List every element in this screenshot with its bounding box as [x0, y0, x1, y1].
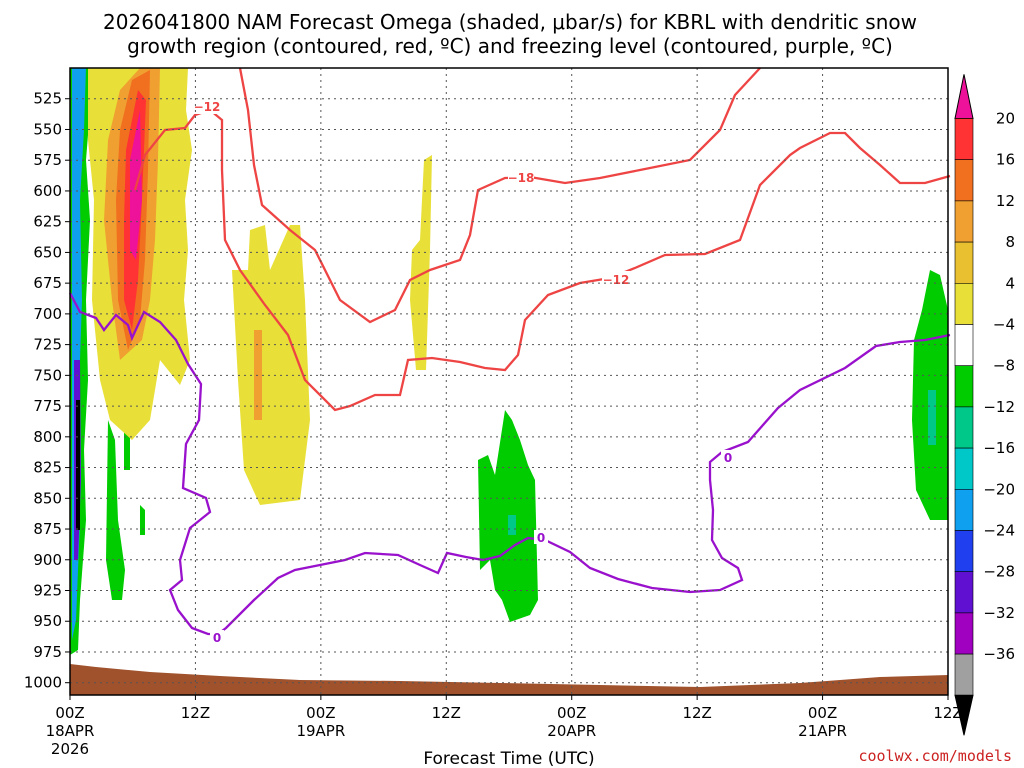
x-tick-label-1: 12Z — [181, 704, 210, 722]
colorbar-label-0: 20 — [996, 110, 1015, 128]
colorbar-top-cap — [954, 74, 974, 119]
freezing-label-1: 0 — [213, 631, 221, 645]
colorbar-bottom-cap — [954, 694, 974, 736]
y-tick-label-775: 775 — [33, 397, 62, 415]
credit-text: coolwx.com/models — [858, 747, 1012, 765]
colorbar-label-8: −16 — [983, 439, 1015, 457]
dgz-label-1: −12 — [194, 100, 221, 114]
dgz-label-2: −18 — [508, 171, 535, 185]
y-tick-label-575: 575 — [33, 151, 62, 169]
y-tick-label-625: 625 — [33, 213, 62, 231]
y-tick-label-825: 825 — [33, 459, 62, 477]
omega-negative-small2 — [140, 505, 145, 535]
omega-positive-band2 — [232, 225, 310, 505]
colorbar-swatch-11 — [954, 571, 974, 614]
chart-title-line2: growth region (contoured, red, ºC) and f… — [127, 34, 893, 58]
x-axis-label: Forecast Time (UTC) — [423, 749, 594, 768]
plot-area: −12 −18 −12 0 0 0 — [68, 67, 951, 696]
colorbar-label-4: 4 — [1005, 274, 1015, 292]
x-tick-date-4: 20APR — [547, 722, 596, 740]
y-axis: 525 550 575 600 625 650 675 700 725 750 775 800 825 8… — [24, 90, 70, 692]
y-tick-label-900: 900 — [33, 551, 62, 569]
colorbar-swatch-6 — [954, 365, 974, 408]
y-tick-label-725: 725 — [33, 336, 62, 354]
colorbar-label-6: −8 — [993, 357, 1015, 375]
colorbar-label-11: −28 — [983, 563, 1015, 581]
dgz-contour-cold — [238, 67, 761, 324]
y-tick-label-850: 850 — [33, 489, 62, 507]
colorbar-swatch-0 — [954, 118, 974, 161]
y-tick-label-925: 925 — [33, 582, 62, 600]
colorbar-swatch-12 — [954, 612, 974, 655]
y-tick-label-1000: 1000 — [24, 674, 62, 692]
omega-positive-band3 — [410, 155, 432, 370]
y-tick-label-800: 800 — [33, 428, 62, 446]
omega-negative-band4-core — [508, 515, 516, 535]
y-tick-label-950: 950 — [33, 612, 62, 630]
chart-title-line1: 2026041800 NAM Forecast Omega (shaded, μ… — [103, 10, 917, 34]
freezing-label-2: 0 — [537, 531, 545, 545]
omega-shading — [70, 68, 948, 655]
x-tick-label-4: 00Z — [557, 704, 586, 722]
colorbar-label-1: 16 — [996, 151, 1015, 169]
x-tick-date-0: 18APR — [46, 722, 95, 740]
y-tick-label-675: 675 — [33, 274, 62, 292]
y-tick-label-750: 750 — [33, 366, 62, 384]
colorbar-label-5: −4 — [993, 316, 1015, 334]
x-tick-label-6: 00Z — [808, 704, 837, 722]
colorbar-label-10: −24 — [983, 522, 1015, 540]
plot-frame — [69, 67, 949, 696]
y-tick-label-525: 525 — [33, 90, 62, 108]
x-tick-label-2: 00Z — [306, 704, 335, 722]
colorbar-label-3: 8 — [1005, 233, 1015, 251]
omega-negative-small1 — [106, 420, 125, 600]
y-tick-label-700: 700 — [33, 305, 62, 323]
terrain — [70, 664, 948, 695]
y-tick-label-650: 650 — [33, 243, 62, 261]
y-tick-label-550: 550 — [33, 120, 62, 138]
dgz-label-3: −12 — [603, 273, 630, 287]
colorbar-label-13: −36 — [983, 645, 1015, 663]
colorbar-label-9: −20 — [983, 480, 1015, 498]
omega-negative-band5-core — [928, 390, 936, 445]
y-tick-label-975: 975 — [33, 643, 62, 661]
colorbar-label-2: 12 — [996, 192, 1015, 210]
colorbar-swatch-4 — [954, 282, 974, 325]
colorbar-swatch-7 — [954, 406, 974, 449]
freezing-contour — [68, 292, 951, 636]
colorbar-swatch-3 — [954, 241, 974, 284]
colorbar-label-7: −12 — [983, 398, 1015, 416]
x-tick-label-5: 12Z — [682, 704, 711, 722]
colorbar-swatch-1 — [954, 159, 974, 202]
colorbar-swatch-9 — [954, 488, 974, 531]
colorbar-swatch-10 — [954, 530, 974, 573]
freezing-contours — [68, 292, 951, 636]
omega-negative-core3 — [76, 400, 80, 530]
x-tick-date-6: 21APR — [798, 722, 847, 740]
x-tick-date-2: 19APR — [296, 722, 345, 740]
colorbar-swatch-2 — [954, 200, 974, 243]
colorbar-label-12: −32 — [983, 604, 1015, 622]
x-tick-label-0: 00Z — [55, 704, 84, 722]
colorbar-swatch-13 — [954, 653, 974, 696]
dgz-contour-left — [133, 108, 951, 412]
colorbar-swatch-5 — [954, 324, 974, 367]
freezing-label-3: 0 — [724, 451, 732, 465]
gridlines — [70, 68, 948, 695]
contour-labels: −12 −18 −12 0 0 0 — [194, 98, 735, 645]
x-tick-label-3: 12Z — [432, 704, 461, 722]
x-tick-label-7: 12Z — [933, 704, 962, 722]
x-tick-year-0: 2026 — [51, 740, 89, 758]
y-tick-label-875: 875 — [33, 520, 62, 538]
colorbar-swatch-8 — [954, 447, 974, 490]
y-tick-label-600: 600 — [33, 182, 62, 200]
colorbar: 20 16 12 8 4 −4 −8 −12 −16 −20 −24 −28 −32 −36 — [954, 74, 1015, 736]
